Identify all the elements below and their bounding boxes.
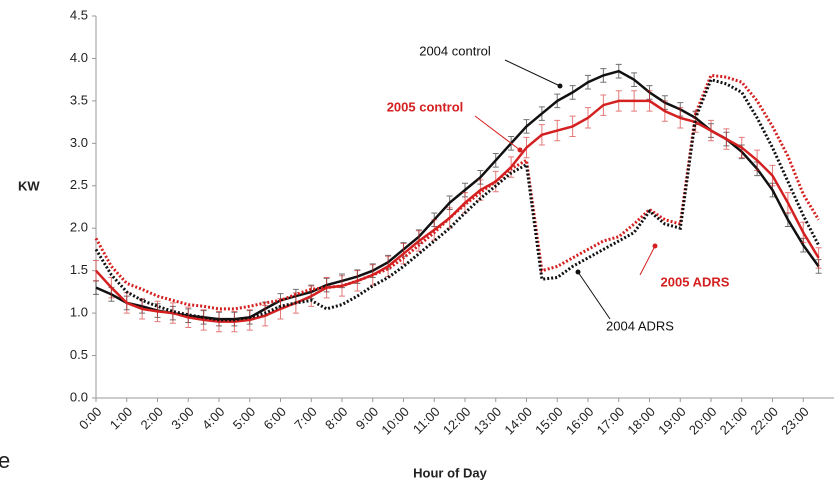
error-bar	[246, 309, 253, 331]
x-tick-label: 5:00	[230, 404, 259, 433]
x-tick-label: 6:00	[261, 404, 290, 433]
annotation-arrow	[577, 271, 611, 320]
error-bar	[585, 107, 591, 129]
x-tick-label: 16:00	[563, 404, 597, 438]
error-bar	[93, 259, 99, 282]
y-tick-label: 1.5	[70, 262, 88, 277]
x-tick-label: 12:00	[440, 404, 474, 438]
error-bar	[600, 94, 607, 116]
error-bar	[585, 74, 591, 90]
error-bar	[615, 63, 622, 79]
x-tick-label: 19:00	[655, 404, 689, 438]
error-bar	[738, 136, 745, 159]
x-tick-label: 18:00	[624, 404, 658, 438]
y-tick-label: 3.5	[70, 92, 88, 107]
legend-label: 2005 ADRS	[661, 274, 730, 289]
arrow-head	[575, 269, 581, 275]
x-tick-label: 23:00	[778, 404, 812, 438]
error-bar	[723, 128, 730, 150]
error-bar	[200, 309, 207, 331]
error-bar	[169, 302, 176, 324]
y-tick-label: 1.0	[70, 305, 88, 320]
y-tick-label: 2.5	[70, 177, 88, 192]
error-bar	[600, 68, 607, 83]
y-tick-label: 4.5	[70, 7, 88, 22]
series-line	[95, 69, 820, 321]
error-bar	[216, 310, 222, 333]
error-bar	[185, 306, 192, 329]
x-axis-label: Hour of Day	[413, 465, 487, 480]
error-bar	[769, 164, 776, 187]
x-tick-label: 22:00	[747, 404, 781, 438]
error-bar	[262, 304, 269, 327]
error-bar	[569, 85, 576, 100]
error-bar	[538, 106, 545, 121]
series-line	[94, 73, 820, 311]
error-bar	[400, 243, 407, 265]
error-bar	[815, 247, 822, 269]
error-bar	[492, 153, 499, 168]
error-bar	[523, 119, 530, 134]
x-tick-label: 15:00	[532, 404, 566, 438]
y-tick-label: 3.0	[70, 135, 88, 150]
error-bar	[415, 230, 422, 252]
error-bar	[277, 298, 284, 320]
series-line	[94, 77, 820, 322]
error-bar	[646, 90, 653, 112]
y-tick-label: 4.0	[70, 50, 88, 65]
error-bar	[631, 72, 638, 87]
error-bar	[784, 192, 791, 214]
x-tick-label: 2:00	[138, 404, 167, 433]
x-tick-label: 20:00	[686, 404, 720, 438]
y-axis-label: KW	[18, 178, 40, 193]
error-bar	[754, 149, 761, 171]
x-tick-label: 10:00	[378, 404, 412, 438]
error-bar	[538, 124, 545, 146]
x-tick-label: 3:00	[168, 404, 197, 433]
error-bar	[308, 285, 315, 307]
x-tick-label: 8:00	[322, 404, 351, 433]
error-bar	[231, 310, 238, 333]
error-bar	[154, 300, 161, 323]
x-tick-label: 0:00	[76, 404, 105, 433]
annotation-arrow	[639, 245, 656, 276]
error-bar	[523, 136, 530, 159]
y-tick-label: 0.5	[70, 347, 88, 362]
error-bar	[554, 93, 561, 109]
error-bar	[139, 298, 146, 320]
annotation-arrow	[474, 115, 521, 151]
x-tick-label: 21:00	[717, 404, 751, 438]
error-bar	[569, 115, 576, 138]
stray-text: e	[0, 448, 10, 473]
y-tick-label: 2.0	[70, 220, 88, 235]
x-tick-label: 14:00	[501, 404, 535, 438]
x-tick-label: 13:00	[471, 404, 505, 438]
legend-label: 2004 ADRS	[606, 318, 674, 333]
x-tick-label: 1:00	[107, 404, 136, 433]
x-tick-label: 17:00	[594, 404, 628, 438]
error-bar	[677, 107, 684, 129]
annotation-arrow	[504, 59, 561, 87]
error-bar	[631, 90, 638, 112]
arrow-head	[557, 83, 563, 89]
error-bar	[708, 119, 714, 142]
error-bar	[661, 100, 668, 122]
error-bar	[554, 119, 561, 142]
legend-label: 2004 control	[419, 43, 491, 58]
x-tick-label: 7:00	[291, 404, 320, 433]
y-tick-label: 0.0	[70, 389, 88, 404]
legend-label: 2005 control	[387, 99, 464, 114]
x-tick-label: 9:00	[353, 404, 382, 433]
arrow-head	[652, 243, 658, 249]
x-tick-label: 4:00	[199, 404, 228, 433]
error-bar	[615, 90, 622, 112]
x-tick-label: 11:00	[410, 404, 443, 437]
arrow-head	[517, 147, 523, 153]
